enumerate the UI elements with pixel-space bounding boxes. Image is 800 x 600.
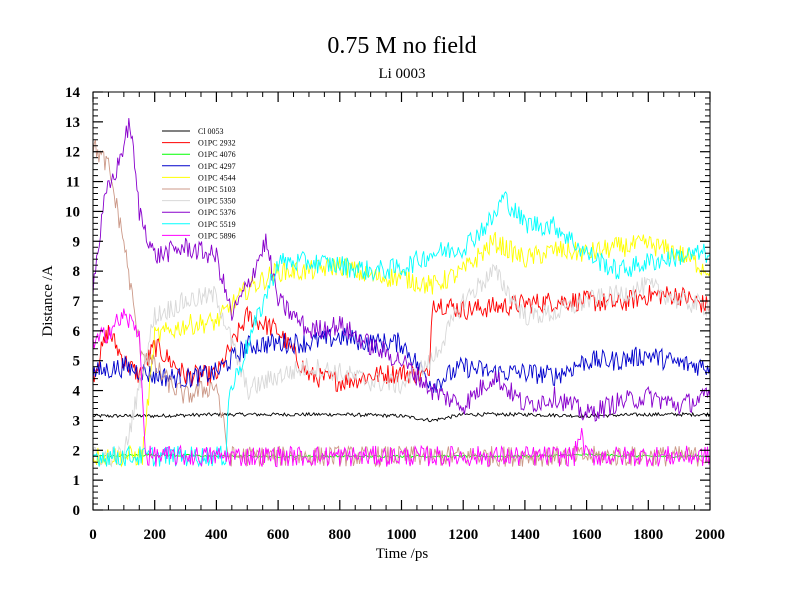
x-tick-label: 800 bbox=[329, 527, 352, 543]
legend-label: O1PC 5376 bbox=[198, 208, 236, 217]
y-axis-label: Distance /A bbox=[40, 265, 56, 336]
series-line-o1pc-5103 bbox=[92, 139, 711, 468]
legend-label: O1PC 2932 bbox=[198, 139, 236, 148]
series-line-o1pc-5519 bbox=[92, 191, 711, 468]
y-tick-label: 1 bbox=[73, 473, 81, 489]
series-line-o1pc-5350 bbox=[92, 263, 711, 468]
legend: Cl 0053 O1PC 2932 O1PC 4076 O1PC 4297 O1PC 4… bbox=[162, 127, 236, 240]
y-tick-label: 6 bbox=[73, 324, 81, 340]
x-tick-label: 1000 bbox=[387, 527, 417, 543]
series-line-o1pc-4544 bbox=[92, 231, 711, 468]
y-tick-label: 9 bbox=[73, 234, 81, 250]
series-line-o1pc-2932 bbox=[92, 285, 711, 393]
y-tick-label: 11 bbox=[66, 175, 80, 191]
series-line-cl-0053 bbox=[92, 411, 711, 423]
series-line-o1pc-5376 bbox=[92, 118, 711, 422]
y-tick-label: 5 bbox=[73, 354, 81, 370]
chart-subtitle: Li 0003 bbox=[378, 66, 425, 82]
legend-label: O1PC 4076 bbox=[198, 150, 236, 159]
x-tick-label: 1400 bbox=[510, 527, 540, 543]
x-tick-label: 1200 bbox=[448, 527, 478, 543]
y-tick-label: 2 bbox=[73, 443, 81, 459]
x-tick-label: 1600 bbox=[572, 527, 602, 543]
x-axis-label: Time /ps bbox=[376, 546, 429, 562]
y-tick-label: 10 bbox=[65, 204, 80, 220]
legend-label: O1PC 5896 bbox=[198, 231, 236, 240]
series-layer bbox=[92, 118, 711, 468]
y-tick-label: 12 bbox=[65, 145, 80, 161]
x-tick-label: 200 bbox=[143, 527, 166, 543]
y-tick-label: 3 bbox=[73, 413, 81, 429]
y-tick-label: 4 bbox=[73, 384, 81, 400]
legend-label: O1PC 5350 bbox=[198, 197, 236, 206]
series-line-o1pc-5896 bbox=[92, 308, 711, 468]
y-tick-label: 0 bbox=[73, 503, 81, 519]
x-tick-label: 0 bbox=[89, 527, 97, 543]
legend-label: O1PC 4297 bbox=[198, 162, 236, 171]
axis-layer: 0 200 400 600 800 1000 1200 1400 1600 1800 2000012… bbox=[65, 85, 725, 543]
legend-label: O1PC 5519 bbox=[198, 220, 236, 229]
y-tick-label: 7 bbox=[73, 294, 81, 310]
x-tick-label: 1800 bbox=[633, 527, 663, 543]
x-tick-label: 2000 bbox=[695, 527, 725, 543]
y-tick-label: 8 bbox=[73, 264, 81, 280]
x-tick-label: 600 bbox=[267, 527, 290, 543]
y-tick-label: 14 bbox=[65, 85, 81, 101]
legend-label: O1PC 5103 bbox=[198, 185, 236, 194]
legend-label: Cl 0053 bbox=[198, 127, 224, 136]
y-tick-label: 13 bbox=[65, 115, 80, 131]
x-tick-label: 400 bbox=[205, 527, 228, 543]
series-line-o1pc-4297 bbox=[92, 327, 711, 393]
chart-title: 0.75 M no field bbox=[327, 33, 476, 59]
legend-label: O1PC 4544 bbox=[198, 173, 236, 182]
